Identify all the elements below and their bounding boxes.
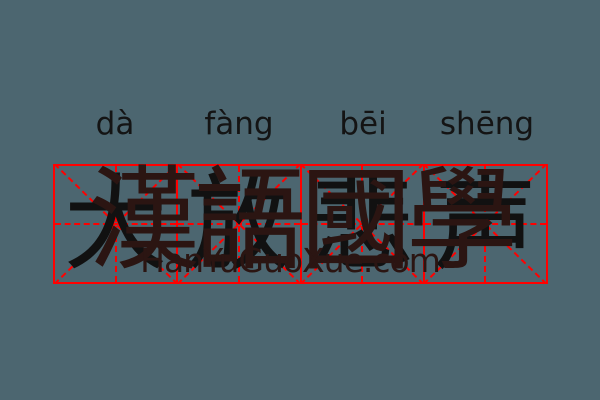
pinyin-row: dà fàng bēi shēng	[53, 100, 549, 148]
hanzi-character-4: 声	[433, 166, 538, 282]
grid-cell-2: 放	[178, 166, 302, 282]
grid-cell-1: 大	[55, 166, 179, 282]
hanzi-character-3: 悲	[310, 166, 415, 282]
grid-cell-3: 悲	[301, 166, 425, 282]
pinyin-cell-1: dà	[95, 105, 135, 142]
pinyin-cell-2: fàng	[204, 105, 274, 142]
tianzige-grid: 大 放 悲 声	[53, 164, 548, 284]
hanzi-character-1: 大	[63, 166, 168, 282]
grid-cell-4: 声	[424, 166, 546, 282]
pinyin-cell-4: shēng	[439, 105, 535, 142]
hanzi-character-2: 放	[186, 166, 291, 282]
pinyin-cell-3: bēi	[339, 105, 387, 142]
